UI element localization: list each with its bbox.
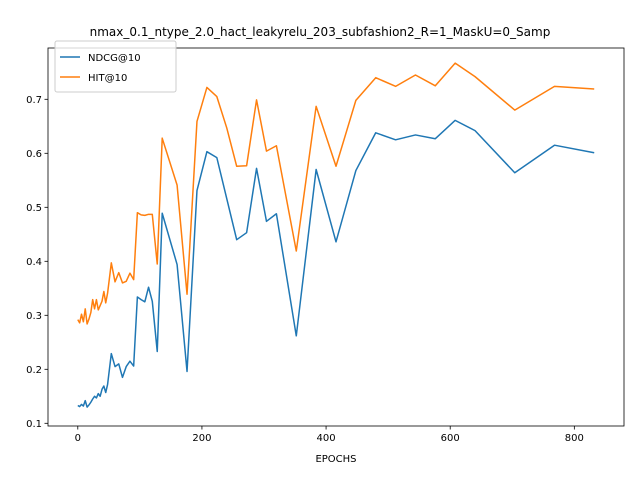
x-tick-label: 200 — [192, 433, 211, 444]
series-line-ndcg-10 — [77, 119, 595, 408]
chart-title: nmax_0.1_ntype_2.0_hact_leakyrelu_203_su… — [90, 25, 551, 39]
x-axis-ticks: 0 200 400 600 800 — [75, 426, 584, 444]
y-tick-label: 0.1 — [26, 419, 42, 430]
legend-label-hit: HIT@10 — [88, 73, 127, 84]
y-tick-label: 0.5 — [26, 203, 42, 214]
y-tick-label: 0.7 — [26, 95, 42, 106]
legend-box — [54, 40, 177, 93]
plot-area-frame — [47, 47, 625, 427]
y-axis-ticks: 0.1 0.2 0.3 0.4 0.5 0.6 0.7 — [26, 95, 48, 430]
x-tick-label: 0 — [75, 433, 81, 444]
y-tick-label: 0.4 — [26, 257, 42, 268]
series-line-hit-10 — [77, 62, 595, 325]
series-layer — [77, 62, 595, 408]
x-tick-label: 400 — [317, 433, 336, 444]
legend-label-ndcg: NDCG@10 — [88, 53, 141, 64]
x-tick-label: 800 — [565, 433, 584, 444]
legend: NDCG@10 HIT@10 — [54, 40, 177, 93]
x-tick-label: 600 — [441, 433, 460, 444]
y-tick-label: 0.3 — [26, 311, 42, 322]
y-tick-label: 0.6 — [26, 149, 42, 160]
y-tick-label: 0.2 — [26, 365, 42, 376]
x-axis-label: EPOCHS — [315, 454, 356, 465]
